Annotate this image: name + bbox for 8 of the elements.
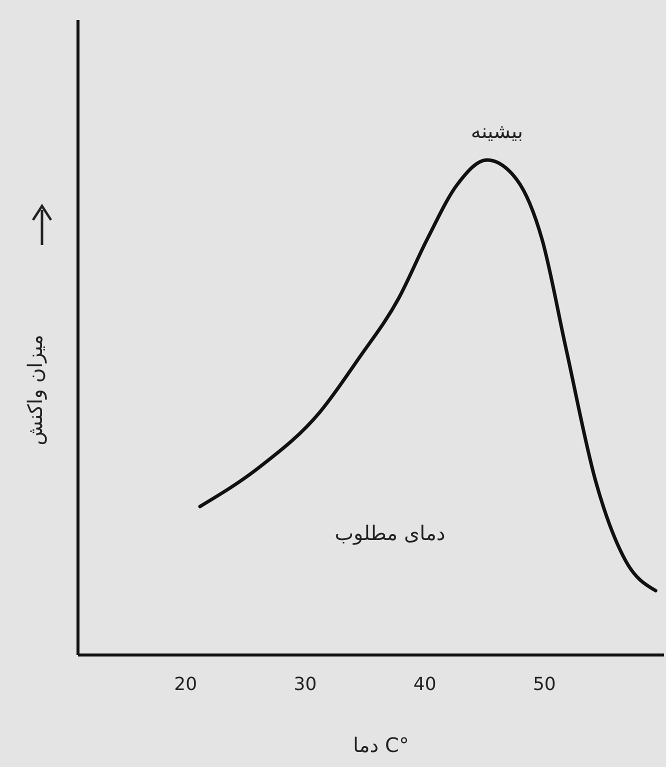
annotation: بیشینه <box>470 119 524 143</box>
annotation: دمای مطلوب <box>334 521 446 545</box>
x-tick-label: 20 <box>174 674 198 695</box>
x-tick-label: 30 <box>294 674 317 695</box>
y-axis-title: میزان واکنش <box>23 334 47 446</box>
x-tick-label: 50 <box>532 674 556 695</box>
x-axis-title: °C دما <box>352 733 410 757</box>
x-tick-label: 40 <box>413 674 436 695</box>
